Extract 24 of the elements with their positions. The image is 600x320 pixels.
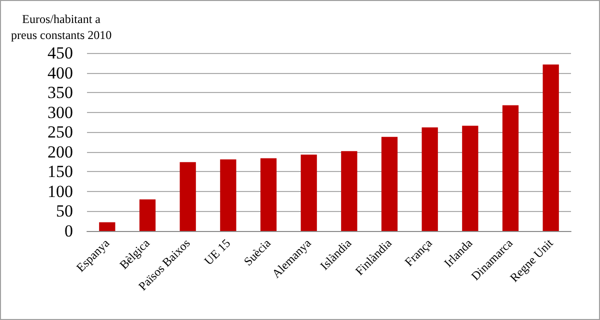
y-tick-label: 300 — [48, 102, 73, 122]
bar — [139, 199, 156, 231]
y-axis-title: Euros/habitant a preus constants 2010 — [11, 12, 112, 42]
y-tick-label: 350 — [48, 83, 73, 102]
y-tick-label: 450 — [48, 44, 73, 62]
y-tick-label: 400 — [48, 63, 73, 82]
bar — [381, 136, 398, 231]
y-tick-label: 50 — [56, 202, 73, 221]
bar — [300, 154, 317, 231]
y-tick-label: 150 — [48, 162, 73, 182]
y-tick-label: 250 — [48, 122, 73, 142]
bar — [422, 127, 438, 231]
bar — [542, 64, 559, 231]
y-tick-label: 0 — [64, 222, 73, 240]
bar — [462, 126, 478, 231]
bar — [99, 222, 116, 231]
bar — [260, 158, 277, 231]
bar — [341, 151, 358, 231]
bar — [180, 162, 196, 231]
bar — [220, 159, 236, 231]
y-tick-label: 100 — [48, 182, 73, 201]
x-tick-label: UE 15 — [201, 236, 234, 268]
y-tick-label: 200 — [48, 142, 73, 162]
bar — [502, 105, 519, 231]
